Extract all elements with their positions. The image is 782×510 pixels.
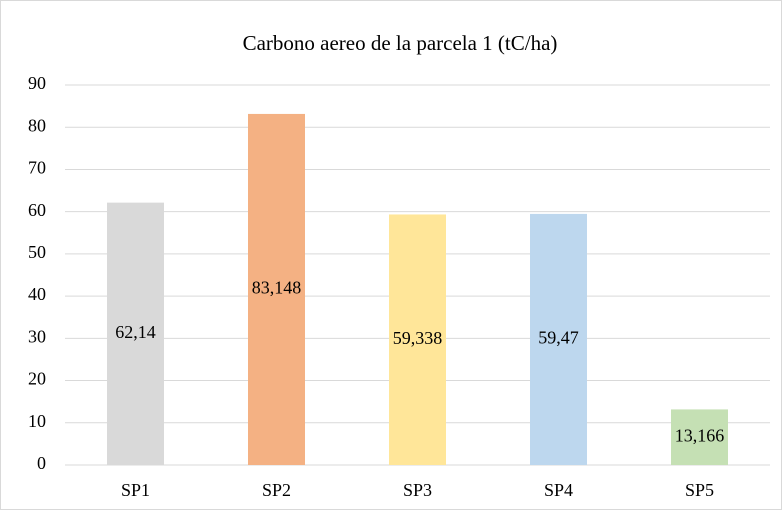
data-label: 59,338 (393, 328, 443, 348)
data-label: 83,148 (252, 278, 302, 298)
x-tick-label: SP3 (403, 480, 432, 500)
y-tick-label: 90 (28, 73, 46, 93)
y-tick-label: 10 (28, 411, 46, 431)
y-tick-label: 80 (28, 115, 46, 135)
y-tick-label: 40 (28, 284, 46, 304)
y-tick-label: 30 (28, 326, 46, 346)
x-tick-label: SP4 (544, 480, 573, 500)
bar (248, 113, 305, 465)
y-tick-label: 0 (37, 453, 46, 473)
y-tick-label: 60 (28, 200, 46, 220)
data-label: 13,166 (675, 425, 725, 445)
bar (530, 213, 587, 465)
bar (107, 202, 164, 465)
y-tick-label: 50 (28, 242, 46, 262)
y-tick-label: 70 (28, 158, 46, 178)
chart-title: Carbono aereo de la parcela 1 (tC/ha) (243, 31, 558, 55)
bar (671, 409, 728, 465)
data-label: 62,14 (115, 322, 156, 342)
x-tick-label: SP5 (685, 480, 714, 500)
x-tick-label: SP2 (262, 480, 291, 500)
bar (389, 214, 446, 465)
x-tick-label: SP1 (121, 480, 150, 500)
y-tick-label: 20 (28, 369, 46, 389)
data-label: 59,47 (538, 328, 579, 348)
